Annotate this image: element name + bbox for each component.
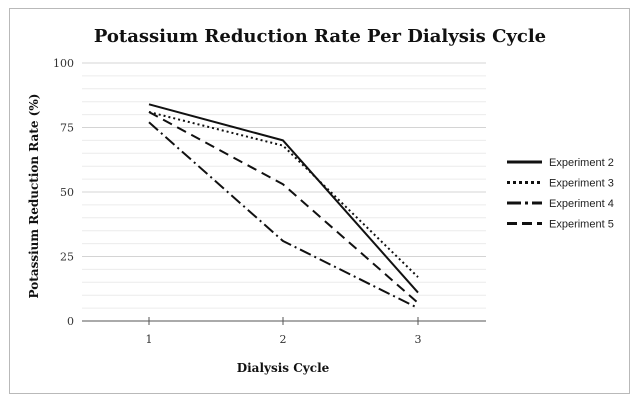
y-tick-label: 50 [60, 186, 74, 199]
gridlines [82, 62, 486, 309]
series-line-1 [148, 103, 419, 294]
x-axis-title: Dialysis Cycle [237, 361, 330, 375]
legend-label-1: Experiment 2 [549, 157, 614, 169]
x-tick-label: 3 [415, 333, 422, 346]
legend: Experiment 2 Experiment 3 Experiment 4 Expe… [507, 157, 614, 231]
y-tick-label: 0 [67, 315, 74, 328]
chart-title: Potassium Reduction Rate Per Dialysis Cy… [94, 26, 546, 47]
legend-label-4: Experiment 5 [549, 219, 614, 231]
x-tick-labels: 1 2 3 [146, 333, 422, 346]
series-line-3 [148, 121, 419, 309]
legend-label-2: Experiment 3 [549, 178, 614, 190]
legend-label-3: Experiment 4 [549, 198, 614, 210]
y-tick-label: 75 [60, 122, 74, 135]
series-line-4 [148, 111, 419, 304]
chart-frame [9, 8, 630, 394]
y-tick-label: 100 [53, 57, 74, 70]
y-tick-label: 25 [60, 251, 74, 264]
y-tick-labels: 0 25 50 75 100 [53, 57, 74, 328]
series-line-2 [148, 111, 419, 278]
axes [82, 317, 486, 325]
y-axis-title: Potassium Reduction Rate (%) [27, 94, 41, 299]
series-lines [148, 103, 419, 309]
x-tick-label: 1 [146, 333, 153, 346]
x-tick-label: 2 [280, 333, 287, 346]
